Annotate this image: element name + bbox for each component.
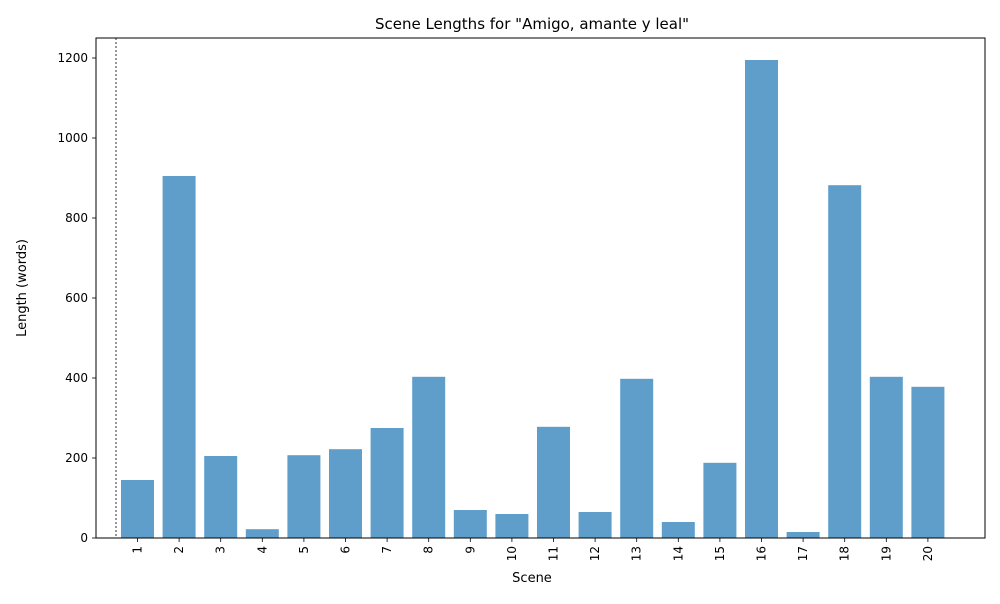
bar-scene-4 [245, 529, 279, 538]
x-tick-label: 3 [214, 546, 228, 554]
y-tick-label: 1000 [57, 131, 88, 145]
x-axis-label: Scene [512, 571, 552, 586]
x-tick-label: 17 [796, 546, 810, 561]
bar-scene-1 [121, 480, 154, 538]
x-tick-label: 16 [755, 546, 769, 561]
bar-scene-13 [620, 378, 654, 538]
bar-scene-9 [453, 510, 487, 538]
bar-scene-2 [162, 176, 196, 538]
bars-layer [121, 60, 945, 538]
x-tick-label: 9 [463, 546, 477, 554]
x-tick-label: 14 [671, 546, 685, 561]
plot-frame [95, 37, 986, 539]
y-tick-label: 600 [65, 291, 88, 305]
x-tick-label: 19 [879, 546, 893, 561]
bar-scene-14 [661, 522, 695, 538]
y-tick-label: 200 [65, 451, 88, 465]
x-tick-label: 8 [422, 546, 436, 554]
y-axis-label: Length (words) [15, 239, 30, 337]
x-tick-label: 5 [297, 546, 311, 554]
x-tick-label: 20 [921, 546, 935, 561]
x-tick-label: 10 [505, 546, 519, 561]
x-tick-label: 4 [255, 546, 269, 554]
chart-title: Scene Lengths for "Amigo, amante y leal" [375, 15, 689, 33]
y-tick-label: 0 [80, 531, 88, 545]
x-tick-label: 6 [339, 546, 353, 554]
bar-scene-8 [412, 376, 446, 538]
bar-scene-11 [537, 426, 570, 538]
y-tick-label: 400 [65, 371, 88, 385]
x-tick-label: 15 [713, 546, 727, 561]
bar-scene-6 [329, 449, 362, 538]
bar-scene-18 [828, 185, 862, 538]
bar-scene-16 [745, 60, 778, 538]
x-tick-label: 11 [547, 546, 561, 561]
x-tick-label: 18 [838, 546, 852, 561]
bar-scene-20 [911, 386, 945, 538]
y-tick-label: 800 [65, 211, 88, 225]
x-tick-label: 2 [172, 546, 186, 554]
bar-scene-10 [495, 514, 529, 538]
x-tick-label: 1 [131, 546, 145, 554]
y-tick-label: 1200 [57, 51, 88, 65]
bar-scene-17 [786, 532, 820, 538]
x-tick-label: 13 [630, 546, 644, 561]
ticks-layer: 1 2 3 4 5 6 7 8 9 10 11 12 13 14 15 16 17 18 19 20020040060… [57, 51, 934, 561]
bar-scene-19 [869, 376, 903, 538]
bar-scene-12 [578, 512, 612, 538]
bar-scene-15 [703, 462, 737, 538]
bar-scene-5 [287, 455, 321, 538]
bar-scene-3 [204, 456, 238, 538]
x-tick-label: 12 [588, 546, 602, 561]
bar-scene-7 [370, 428, 404, 538]
x-tick-label: 7 [380, 546, 394, 554]
